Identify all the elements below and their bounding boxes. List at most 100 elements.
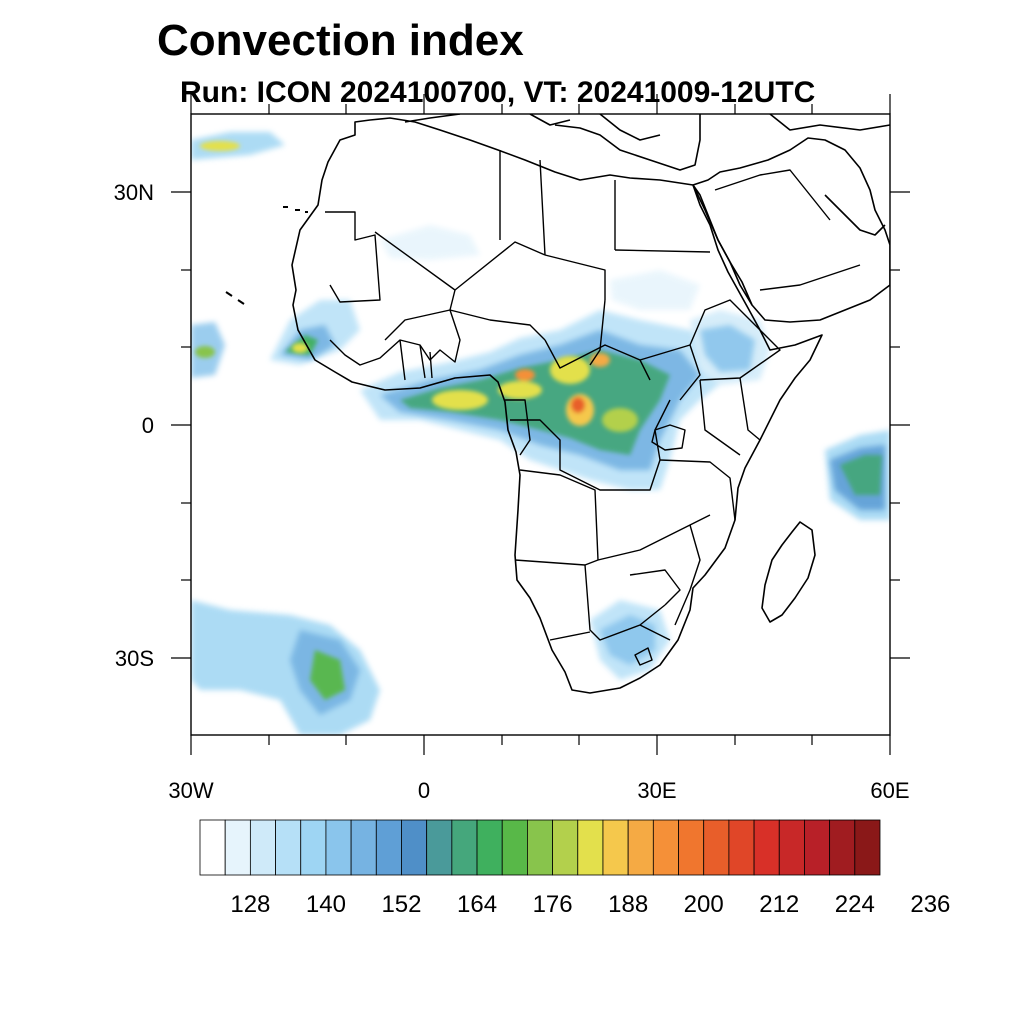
convection-peak-10 — [200, 141, 240, 151]
colorbar-swatch — [300, 819, 327, 876]
colorbar-tick-label: 212 — [759, 891, 799, 918]
colorbar-swatch — [829, 819, 856, 876]
convection-peak-2 — [498, 381, 542, 399]
colorbar — [199, 819, 881, 876]
colorbar-tick-label: 140 — [306, 891, 346, 918]
colorbar-swatch — [652, 819, 679, 876]
colorbar-tick-label: 224 — [835, 891, 875, 918]
border-zimbabwe — [629, 569, 681, 606]
colorbar-swatch — [375, 819, 402, 876]
lat-label-0: 0 — [142, 413, 154, 438]
border-angola — [514, 469, 599, 566]
convection-core-central-green — [400, 350, 670, 455]
colorbar-swatch — [552, 819, 579, 876]
colorbar-swatch — [199, 819, 226, 876]
colorbar-swatch — [778, 819, 805, 876]
colorbar-tick-label: 164 — [457, 891, 497, 918]
border-south-africa — [549, 624, 671, 641]
border-chad-sudan — [589, 299, 606, 366]
border-congo-gabon — [505, 399, 531, 456]
colorbar-tick-label: 176 — [533, 891, 573, 918]
cape-verde — [225, 291, 245, 305]
colorbar-swatch — [753, 819, 780, 876]
colorbar-swatch — [275, 819, 302, 876]
convection-area-sahel-wisps — [380, 225, 480, 260]
border-somalia — [739, 377, 761, 441]
lon-label-60e: 60E — [870, 778, 909, 803]
border-sudan-egypt — [614, 249, 711, 253]
border-south-sudan — [639, 344, 701, 401]
page-subtitle: Run: ICON 2024100700, VT: 20241009-12UTC — [180, 76, 815, 109]
canary-islands — [283, 206, 308, 213]
border-lake-victoria — [651, 424, 686, 451]
coastlines — [225, 114, 890, 694]
border-libya-chad — [544, 254, 606, 300]
colorbar-swatch — [728, 819, 755, 876]
convection-core-atlantic-green — [310, 650, 345, 700]
convection-core-southern-africa-blue — [600, 615, 655, 665]
colorbar-tick-label: 128 — [230, 891, 270, 918]
country-borders — [325, 150, 861, 666]
convection-peak-9 — [292, 343, 308, 353]
convection-core-indian-green — [840, 455, 882, 495]
border-libya-algeria — [499, 150, 546, 256]
lon-label-30w: 30W — [168, 778, 213, 803]
red-sea-west — [692, 184, 753, 306]
colorbar-swatch — [325, 819, 352, 876]
convection-peak-7 — [571, 397, 585, 413]
convection-peak-1 — [432, 390, 488, 410]
border-tanzania — [659, 459, 736, 521]
colorbar-swatch — [678, 819, 705, 876]
border-mauritania — [325, 211, 381, 303]
lon-label-30e: 30E — [637, 778, 676, 803]
lon-label-0: 0 — [418, 778, 430, 803]
convection-peak-11 — [195, 346, 215, 358]
convection-field — [191, 132, 890, 735]
lat-label-30n: 30N — [114, 180, 154, 205]
colorbar-tick-label: 236 — [910, 891, 950, 918]
colorbar-swatch — [224, 819, 251, 876]
colorbar-swatch — [854, 819, 881, 876]
colorbar-tick-label: 200 — [684, 891, 724, 918]
border-arabia-yemen — [759, 264, 861, 291]
convection-core-ethiopia-blue — [700, 325, 755, 372]
convection-peak-5 — [602, 408, 638, 432]
border-mozambique — [674, 524, 701, 626]
persian-gulf — [824, 194, 886, 236]
border-algeria-niger — [454, 241, 546, 291]
border-central-african — [544, 339, 651, 381]
border-ghana-togo — [399, 339, 433, 381]
colorbar-tick-label: 188 — [608, 891, 648, 918]
border-lesotho — [634, 647, 653, 666]
colorbar-swatch — [350, 819, 377, 876]
mediterranean-coast — [554, 114, 701, 171]
border-namibia-botswana — [584, 564, 666, 641]
convection-peak-3 — [550, 356, 590, 384]
page-title: Convection index — [157, 16, 524, 65]
colorbar-swatch — [602, 819, 629, 876]
colorbar-labels: 128 140 152 164 176 188 200 212 224 236 — [230, 891, 950, 918]
colorbar-swatch — [401, 819, 428, 876]
colorbar-swatch — [476, 819, 503, 876]
border-saudi-north — [714, 169, 831, 221]
border-kenya — [699, 379, 741, 456]
colorbar-swatch — [577, 819, 604, 876]
map-frame — [190, 113, 891, 736]
convection-area-sudan-wisps — [610, 270, 700, 310]
colorbar-swatch — [804, 819, 831, 876]
colorbar-swatch — [426, 819, 453, 876]
border-niger-nigeria — [449, 309, 546, 341]
africa-coastline — [291, 117, 823, 694]
colorbar-swatch — [451, 819, 478, 876]
arabia-coastline — [692, 137, 890, 323]
colorbar-swatch — [527, 819, 553, 876]
colorbar-swatch — [501, 819, 528, 876]
madagascar-coastline — [761, 521, 816, 623]
border-drc — [510, 399, 671, 491]
convection-peak-6 — [515, 369, 535, 381]
colorbar-swatch — [627, 819, 654, 876]
border-zambia — [597, 514, 711, 561]
colorbar-swatch — [249, 819, 276, 876]
europe-coast — [404, 114, 890, 141]
